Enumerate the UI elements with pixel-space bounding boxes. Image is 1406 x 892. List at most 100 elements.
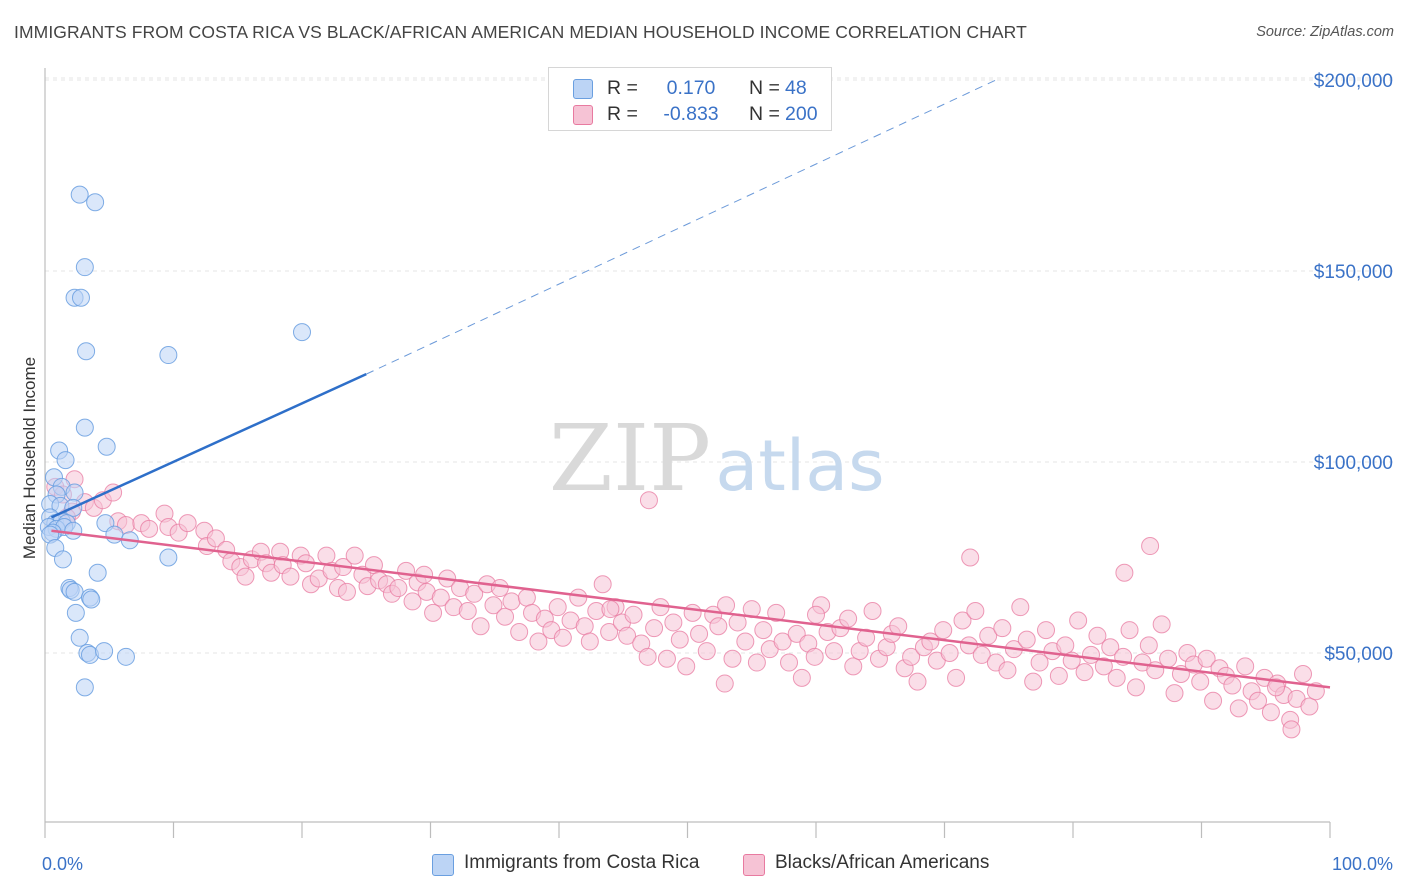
black-african-american-point (639, 491, 658, 510)
black-african-american-point (1141, 537, 1160, 556)
black-african-american-point (471, 617, 490, 636)
legend-swatch-blue (573, 79, 593, 99)
black-african-american-point (484, 596, 503, 615)
black-african-american-point (664, 613, 683, 632)
costa-rica-point (56, 451, 75, 470)
black-african-american-point (670, 630, 689, 649)
y-tick-label: $50,000 (1324, 644, 1393, 665)
costa-rica-point (75, 418, 94, 437)
black-african-american-point (403, 592, 422, 611)
black-african-american-point (1088, 626, 1107, 645)
black-african-american-point (993, 619, 1012, 638)
black-african-american-point (465, 584, 484, 603)
costa-rica-point (65, 582, 84, 601)
black-african-american-point (1159, 649, 1178, 668)
costa-rica-point (105, 525, 124, 544)
black-african-american-point (1165, 684, 1184, 703)
black-african-american-point (502, 592, 521, 611)
black-african-american-point (337, 582, 356, 601)
black-african-american-point (863, 601, 882, 620)
black-african-american-point (934, 621, 953, 640)
costa-rica-point (86, 193, 105, 212)
costa-rica-point (116, 647, 135, 666)
costa-rica-point (65, 483, 84, 502)
black-african-american-point (206, 529, 225, 548)
black-african-american-point (1115, 563, 1134, 582)
black-african-american-point (1037, 621, 1056, 640)
black-african-american-point (517, 588, 536, 607)
black-african-american-point (1204, 691, 1223, 710)
costa-rica-point (64, 521, 83, 540)
black-african-american-point (972, 645, 991, 664)
black-african-american-point (490, 579, 509, 598)
black-african-american-point (593, 575, 612, 594)
x-tick-label: 100.0% (1332, 854, 1393, 874)
black-african-american-point (754, 621, 773, 640)
black-african-american-point (844, 657, 863, 676)
black-african-american-point (510, 622, 529, 641)
black-african-american-point (618, 626, 637, 645)
legend-item-label: Blacks/African Americans (775, 852, 990, 873)
black-african-american-point (1249, 691, 1268, 710)
legend-n-value: 48 (785, 77, 807, 99)
black-african-american-point (575, 617, 594, 636)
costa-rica-point (82, 590, 101, 609)
legend-n-label: N = (749, 103, 780, 125)
black-african-american-point (940, 644, 959, 662)
black-african-american-point (723, 649, 742, 668)
costa-rica-point (71, 288, 90, 307)
black-african-american-point (317, 546, 336, 565)
costa-rica-point (88, 563, 107, 582)
black-african-american-point (715, 674, 734, 693)
black-african-american-point (1075, 663, 1094, 682)
legend-swatch-pink (743, 854, 765, 876)
black-african-american-point (1282, 720, 1301, 739)
legend-r-value: -0.833 (663, 103, 719, 125)
costa-rica-trendline-extension (366, 79, 997, 375)
series-legend: Immigrants from Costa Rica Blacks/Africa… (0, 852, 1406, 878)
black-african-american-point (767, 603, 786, 622)
legend-r-label: R = (607, 103, 638, 125)
black-african-american-point (1152, 615, 1171, 634)
watermark: ZIP atlas (549, 405, 885, 512)
black-african-american-point (787, 624, 806, 643)
black-african-american-point (902, 647, 921, 666)
black-african-american-point (624, 605, 643, 624)
black-african-american-point (966, 601, 985, 620)
y-tick-label: $150,000 (1314, 262, 1393, 283)
black-african-american-point (736, 632, 755, 651)
black-african-american-point (1223, 676, 1242, 695)
black-african-american-point (496, 607, 515, 626)
black-african-american-point (548, 598, 567, 617)
costa-rica-point (77, 342, 96, 361)
black-african-american-point (961, 548, 980, 567)
black-african-american-point (683, 603, 702, 622)
correlation-legend: R = 0.170 N = 48 R = -0.833 N = 200 (548, 67, 832, 131)
black-african-american-point (600, 622, 619, 641)
legend-item-label: Immigrants from Costa Rica (464, 852, 700, 873)
costa-rica-point (97, 437, 116, 456)
costa-rica-point (75, 258, 94, 277)
black-african-american-point (709, 617, 728, 636)
black-african-american-point (1049, 666, 1068, 685)
black-african-american-point (638, 647, 657, 666)
black-african-american-point (857, 628, 876, 647)
axes (44, 68, 1331, 838)
black-african-american-point (569, 588, 588, 607)
black-african-american-point (580, 632, 599, 651)
black-african-american-point (1011, 598, 1030, 617)
costa-rica-point (293, 323, 311, 342)
black-african-american-point (1139, 636, 1158, 655)
black-african-american-point (236, 567, 255, 586)
legend-swatch-pink (573, 105, 593, 125)
black-african-american-point (458, 601, 477, 620)
black-african-american-point (998, 661, 1017, 680)
black-african-american-point (424, 603, 443, 622)
legend-r-label: R = (607, 77, 638, 99)
black-african-american-point (1261, 703, 1280, 722)
black-african-american-point (1191, 672, 1210, 691)
black-african-american-point (529, 632, 548, 651)
black-african-american-point (697, 642, 716, 661)
black-african-american-point (677, 657, 696, 676)
